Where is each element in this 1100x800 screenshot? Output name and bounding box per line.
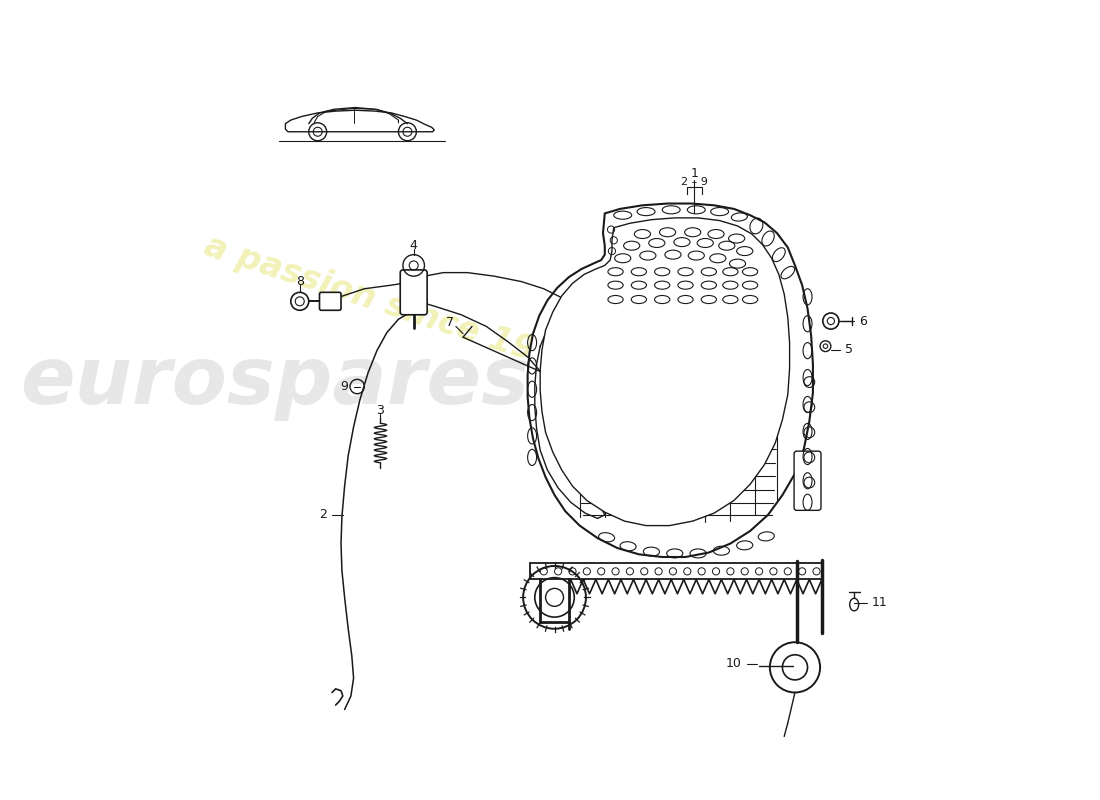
Polygon shape — [530, 563, 822, 579]
Text: 6: 6 — [859, 314, 868, 327]
FancyBboxPatch shape — [319, 292, 341, 310]
Polygon shape — [528, 203, 813, 557]
Text: 8: 8 — [296, 275, 304, 288]
Text: 10: 10 — [725, 658, 741, 670]
FancyBboxPatch shape — [400, 270, 427, 314]
Text: eurospares: eurospares — [20, 343, 529, 421]
Text: 2: 2 — [319, 508, 327, 522]
Text: 2 – 9: 2 – 9 — [681, 177, 708, 187]
Text: 3: 3 — [376, 404, 384, 418]
Text: 9: 9 — [340, 380, 349, 393]
Text: 4: 4 — [410, 239, 418, 252]
Text: a passion since 1985: a passion since 1985 — [200, 230, 583, 382]
FancyBboxPatch shape — [794, 451, 821, 510]
Polygon shape — [285, 110, 435, 132]
Polygon shape — [540, 218, 790, 526]
Text: 5: 5 — [845, 343, 854, 356]
Text: 7: 7 — [447, 316, 454, 330]
Text: 11: 11 — [872, 596, 888, 610]
Text: 1: 1 — [691, 167, 698, 181]
